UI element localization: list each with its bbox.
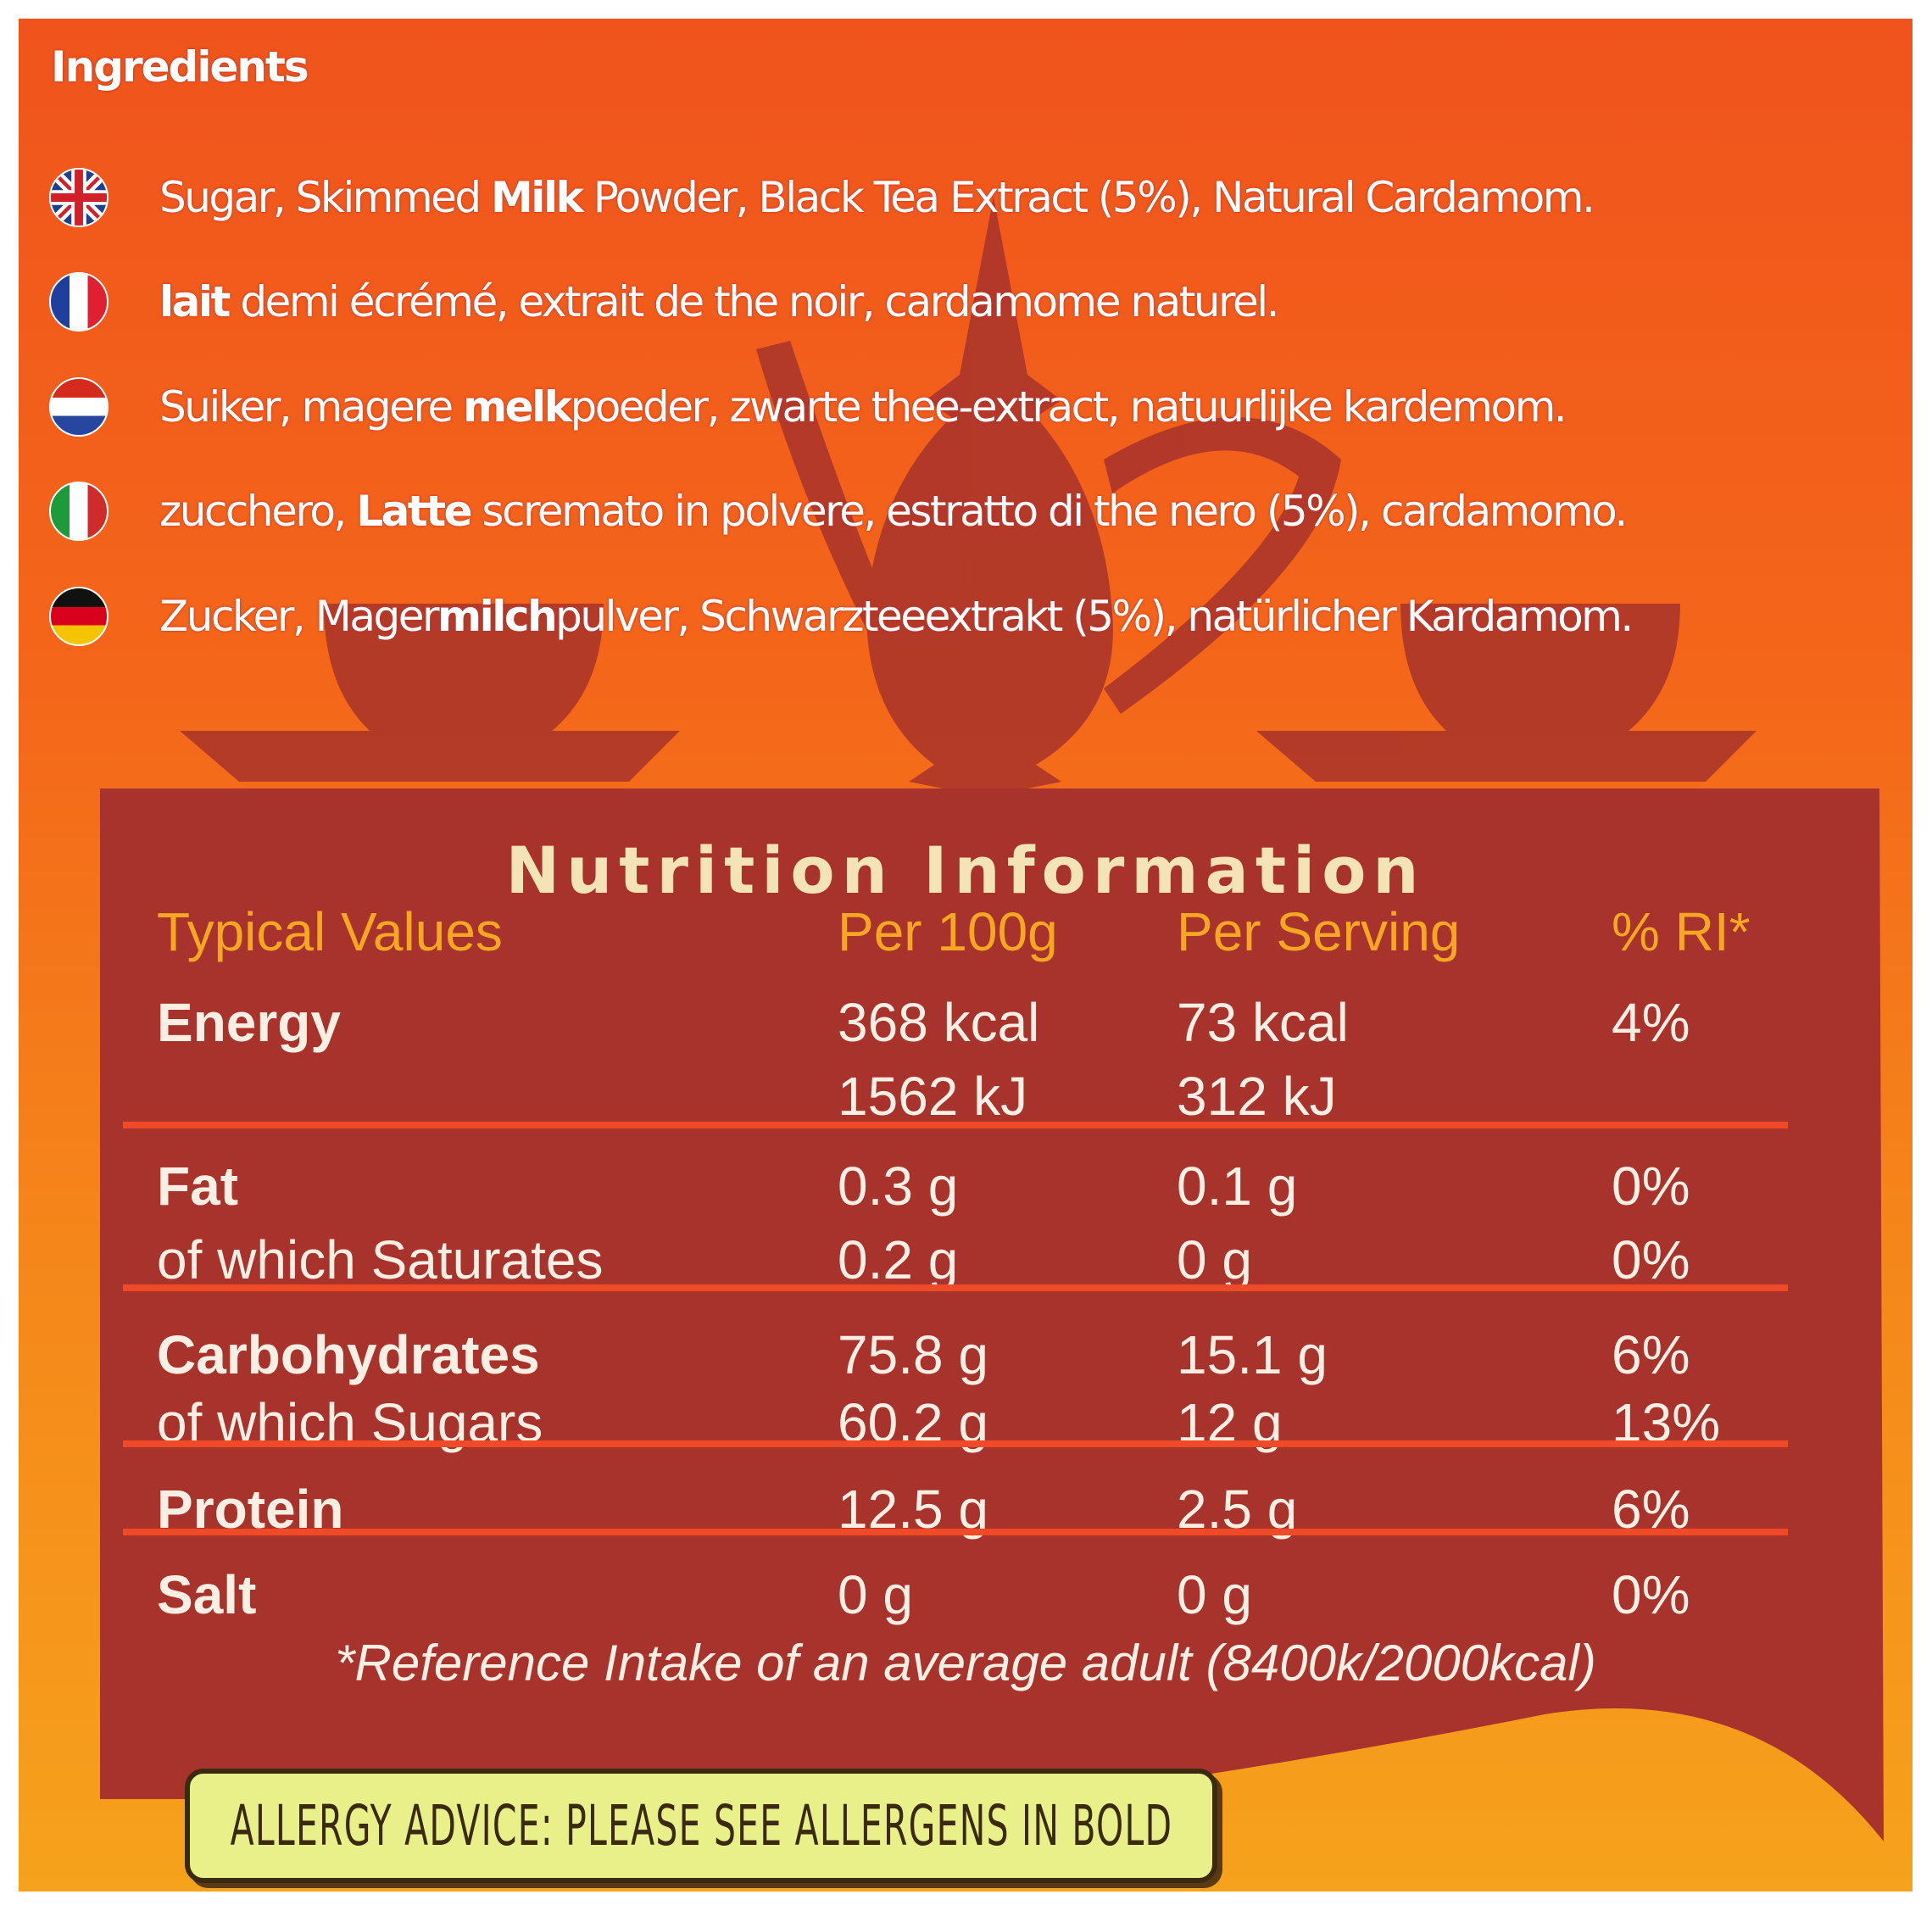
- ingredient-text: Sugar, Skimmed Milk Powder, Black Tea Ex…: [159, 173, 1595, 222]
- ingredients-title: Ingredients: [51, 42, 309, 92]
- nutrition-cell-label: Fat: [157, 1156, 238, 1217]
- allergen-text: lait: [159, 277, 231, 326]
- ingredient-line: lait demi écrémé, extrait de the noir, c…: [49, 272, 1280, 332]
- nutrition-title: Nutrition Information: [505, 833, 1426, 908]
- nutrition-cell-ri: 6%: [1612, 1324, 1690, 1385]
- nutrition-cell-per100: 1562 kJ: [838, 1066, 1028, 1127]
- allergen-text: milch: [437, 592, 558, 641]
- france-flag-icon: [49, 272, 109, 332]
- ingredient-line: Sugar, Skimmed Milk Powder, Black Tea Ex…: [49, 168, 1595, 227]
- divider: [123, 1529, 1788, 1535]
- ingredient-fragment: Powder, Black Tea Extract (5%), Natural …: [582, 173, 1595, 222]
- allergen-text: Latte: [356, 487, 472, 536]
- ingredient-fragment: zucchero,: [159, 487, 357, 536]
- ingredient-fragment: Zucker, Mager: [159, 592, 440, 641]
- allergen-text: melk: [463, 382, 572, 432]
- ingredient-line: Suiker, magere melkpoeder, zwarte thee-e…: [49, 377, 1567, 437]
- ri-footnote: *Reference Intake of an average adult (8…: [335, 1635, 1596, 1691]
- uk-flag-icon: [49, 168, 109, 227]
- product-label: Ingredients Sugar, Skimmed Milk Powder, …: [19, 19, 1913, 1892]
- nutrition-cell-per100: 75.8 g: [838, 1324, 988, 1385]
- nutrition-cell-serving: 312 kJ: [1177, 1066, 1337, 1127]
- teapot-spout: [756, 341, 883, 629]
- teapot-silhouette: [866, 197, 1113, 790]
- ingredient-fragment: Sugar, Skimmed: [159, 173, 492, 222]
- header-ri: % RI*: [1612, 901, 1751, 962]
- divider: [123, 1284, 1788, 1291]
- nutrition-cell-ri: 0%: [1612, 1564, 1690, 1625]
- ingredient-fragment: poeder, zwarte thee-extract, natuurlijke…: [570, 382, 1567, 432]
- germany-flag-icon: [49, 587, 109, 646]
- allergy-advice-box: ALLERGY ADVICE: PLEASE SEE ALLERGENS IN …: [185, 1769, 1217, 1883]
- nutrition-cell-per100: 0.3 g: [838, 1156, 959, 1217]
- ingredient-line: zucchero, Latte scremato in polvere, est…: [49, 482, 1628, 541]
- ingredient-fragment: Suiker, magere: [159, 382, 464, 432]
- allergen-text: Milk: [491, 173, 584, 222]
- right-cup: [1256, 604, 1757, 782]
- header-typical-values: Typical Values: [157, 901, 503, 962]
- divider: [123, 1440, 1788, 1447]
- ingredient-text: lait demi écrémé, extrait de the noir, c…: [159, 277, 1280, 326]
- ingredient-line: Zucker, Magermilchpulver, Schwarzteeextr…: [49, 587, 1634, 646]
- nutrition-cell-per100: 368 kcal: [838, 992, 1040, 1053]
- nutrition-cell-per100: 0 g: [838, 1564, 913, 1625]
- left-cup: [180, 604, 680, 782]
- nutrition-cell-serving: 73 kcal: [1177, 992, 1349, 1053]
- nutrition-cell-serving: 15.1 g: [1177, 1324, 1328, 1385]
- nutrition-cell-label: Carbohydrates: [157, 1324, 540, 1385]
- nutrition-cell-per100: 0.2 g: [838, 1229, 959, 1290]
- netherlands-flag-icon: [49, 377, 109, 437]
- nutrition-cell-ri: 0%: [1612, 1156, 1690, 1217]
- ingredient-text: Zucker, Magermilchpulver, Schwarzteeextr…: [159, 592, 1634, 641]
- header-per-100g: Per 100g: [838, 901, 1058, 962]
- nutrition-cell-serving: 0 g: [1177, 1564, 1252, 1625]
- ingredient-fragment: pulver, Schwarzteeextrakt (5%), natürlic…: [555, 592, 1634, 641]
- teapot-and-cups-illustration: [100, 197, 1884, 1841]
- header-per-serving: Per Serving: [1177, 901, 1461, 962]
- nutrition-cell-serving: 0.1 g: [1177, 1156, 1298, 1217]
- nutrition-cell-serving: 0 g: [1177, 1229, 1252, 1290]
- nutrition-cell-label: of which Saturates: [157, 1229, 604, 1290]
- nutrition-cell-label: Energy: [157, 992, 341, 1053]
- italy-flag-icon: [49, 482, 109, 541]
- teapot-handle: [1104, 417, 1341, 714]
- ingredient-text: zucchero, Latte scremato in polvere, est…: [159, 487, 1628, 536]
- ingredient-fragment: demi écrémé, extrait de the noir, cardam…: [228, 277, 1279, 326]
- ingredient-fragment: scremato in polvere, estratto di the ner…: [470, 487, 1628, 536]
- nutrition-cell-ri: 4%: [1612, 992, 1690, 1053]
- ingredient-text: Suiker, magere melkpoeder, zwarte thee-e…: [159, 382, 1567, 432]
- nutrition-cell-label: Salt: [157, 1564, 257, 1625]
- divider: [123, 1122, 1788, 1128]
- allergy-advice-text: ALLERGY ADVICE: PLEASE SEE ALLERGENS IN …: [230, 1793, 1172, 1858]
- nutrition-cell-ri: 0%: [1612, 1229, 1690, 1290]
- nutrition-panel: [100, 788, 1884, 1841]
